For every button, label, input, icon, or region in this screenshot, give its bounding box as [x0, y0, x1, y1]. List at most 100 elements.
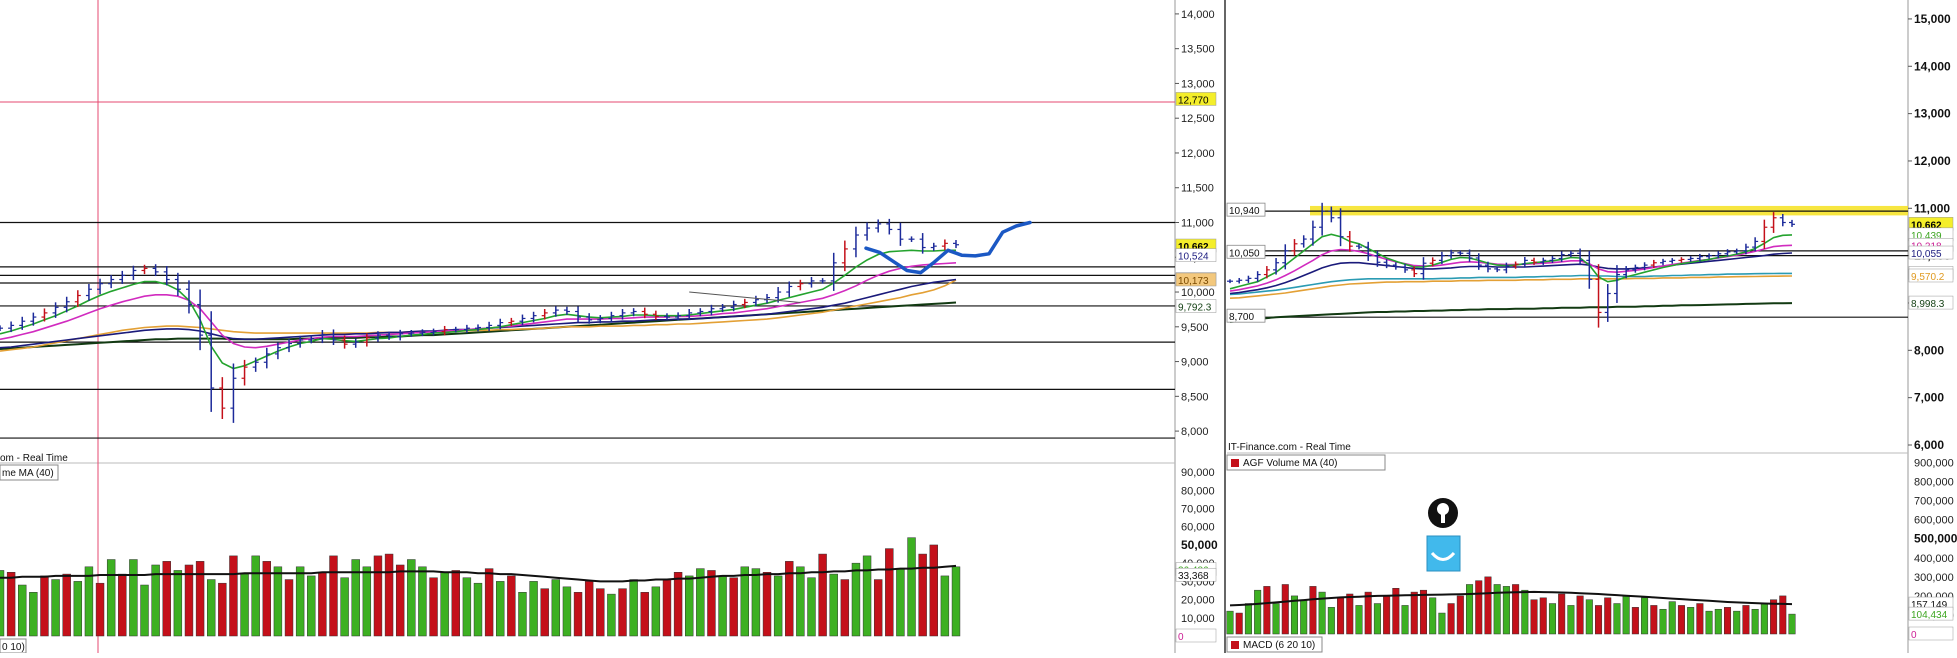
volume-tick-label: 300,000 [1914, 572, 1954, 584]
volume-bar [1290, 595, 1299, 635]
volume-bar [818, 553, 827, 637]
volume-bar [429, 577, 438, 637]
volume-bar [0, 570, 5, 637]
volume-bar [1438, 612, 1446, 635]
moving-average-line [1229, 233, 1793, 290]
price-tick-label: 13,500 [1181, 44, 1215, 56]
right-macd-box[interactable] [1226, 636, 1323, 653]
volume-bar [796, 566, 805, 637]
volume-bar [1281, 584, 1289, 635]
volume-bar [151, 564, 160, 637]
price-tick-label: 8,000 [1181, 426, 1209, 438]
volume-bar [1447, 603, 1455, 635]
volume-bar [1521, 589, 1529, 635]
volume-bar [1595, 605, 1603, 635]
volume-bar [740, 566, 749, 637]
volume-bar [1318, 591, 1326, 635]
volume-value-tag-label: 104,434 [1911, 610, 1948, 621]
price-value-tag [1908, 245, 1954, 260]
volume-bar [1484, 576, 1492, 635]
price-tick-label: 13,000 [1181, 78, 1215, 90]
volume-bar [1567, 605, 1575, 635]
volume-bar [1226, 610, 1234, 635]
volume-bar [562, 586, 572, 637]
volume-tick-label: 70,000 [1181, 504, 1215, 516]
price-tick-label: 8,500 [1181, 391, 1209, 403]
price-tick-label: 7,000 [1914, 391, 1944, 405]
price-value-tag [1175, 248, 1217, 262]
volume-bar [251, 555, 260, 637]
volume-bar [1493, 584, 1501, 635]
volume-bar [1585, 599, 1593, 635]
volume-bar [1456, 595, 1464, 635]
volume-bar [473, 582, 483, 637]
volume-bar [184, 564, 194, 637]
moving-average-line [1229, 275, 1793, 299]
volume-bar [195, 561, 205, 637]
volume-bar [1576, 595, 1584, 635]
volume-bar [62, 573, 71, 637]
volume-bar [696, 568, 705, 637]
volume-bar [207, 579, 216, 637]
volume-bar [1309, 586, 1317, 635]
volume-bar [1263, 586, 1271, 635]
volume-tick-label: 400,000 [1914, 553, 1954, 565]
volume-bar [351, 559, 360, 637]
volume-bar [140, 584, 149, 637]
volume-bar [1668, 601, 1676, 635]
volume-bar [6, 572, 16, 637]
volume-bar [596, 588, 605, 637]
volume-bar [1696, 603, 1704, 635]
volume-bar [1760, 603, 1768, 635]
price-tick-label: 14,000 [1181, 9, 1215, 21]
volume-bar [1235, 612, 1243, 635]
volume-bar [73, 581, 83, 637]
volume-bar [1530, 599, 1538, 635]
volume-value-tag [1908, 626, 1954, 641]
volume-bar [1751, 608, 1759, 635]
moving-average-line [0, 301, 957, 350]
price-tick-label: 8,000 [1914, 343, 1944, 357]
right-indicator-label: AGF Volume MA (40) [1243, 458, 1337, 469]
volume-tick-label: 80,000 [1181, 485, 1215, 497]
volume-bar [829, 573, 838, 637]
price-value-tag [1908, 268, 1954, 283]
volume-bar [362, 566, 372, 637]
volume-bar [173, 570, 183, 637]
price-tick-label: 12,500 [1181, 113, 1215, 125]
left-indicator-box[interactable] [0, 464, 59, 481]
volume-bar [229, 555, 238, 637]
volume-bar [462, 577, 472, 637]
volume-value-tag-label: 0 [1911, 630, 1917, 641]
price-tick-label: 14,000 [1914, 59, 1951, 73]
volume-tick-label: 50,000 [1181, 538, 1218, 552]
price-tick-label: 11,500 [1181, 183, 1214, 195]
right-indicator-box[interactable] [1226, 454, 1386, 471]
volume-bar [1558, 593, 1566, 635]
price-value-tag-label: 10,524 [1178, 252, 1209, 263]
level-label-box [1226, 202, 1266, 217]
price-tick-label: 6,000 [1914, 438, 1944, 452]
volume-value-tag-label: 0 [1178, 632, 1184, 643]
volume-tick-label: 500,000 [1914, 532, 1957, 546]
smiley-annotation-icon[interactable] [1426, 535, 1461, 572]
level-label-box [1226, 308, 1266, 323]
volume-bar [685, 575, 694, 637]
volume-bar [373, 555, 383, 637]
pin-marker-icon[interactable] [1428, 498, 1458, 528]
price-tick-label: 12,000 [1914, 154, 1951, 168]
volume-bar [584, 581, 594, 637]
volume-bar [1244, 603, 1252, 635]
volume-bar [1705, 610, 1713, 635]
price-value-tag-label: 9,570.2 [1911, 272, 1945, 283]
volume-bar [1733, 610, 1741, 635]
volume-value-tag [1908, 606, 1954, 621]
price-value-tag-label: 8,998.3 [1911, 299, 1945, 310]
right-source-label: IT-Finance.com - Real Time [1228, 442, 1351, 453]
volume-bar [907, 537, 916, 637]
price-tick-label: 15,000 [1914, 12, 1951, 26]
volume-bar [885, 548, 894, 637]
volume-bar [1502, 586, 1510, 635]
